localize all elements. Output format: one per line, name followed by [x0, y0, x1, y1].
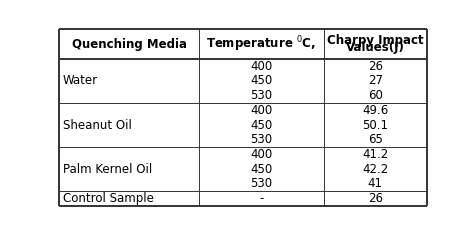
Text: 41: 41: [368, 178, 383, 190]
Text: 26: 26: [368, 60, 383, 73]
Text: 450: 450: [250, 75, 273, 87]
Text: 50.1: 50.1: [362, 119, 388, 132]
Text: 530: 530: [250, 89, 273, 102]
Text: 42.2: 42.2: [362, 163, 388, 176]
Text: Sheanut Oil: Sheanut Oil: [63, 119, 132, 132]
Text: 27: 27: [368, 75, 383, 87]
Text: 400: 400: [250, 148, 273, 161]
Text: 26: 26: [368, 192, 383, 205]
Text: 400: 400: [250, 104, 273, 117]
Text: 60: 60: [368, 89, 383, 102]
Text: 41.2: 41.2: [362, 148, 388, 161]
Text: Temperature $^0$C,: Temperature $^0$C,: [206, 34, 316, 54]
Text: 530: 530: [250, 178, 273, 190]
Text: 65: 65: [368, 133, 383, 146]
Text: Values(J): Values(J): [346, 41, 405, 55]
Text: 450: 450: [250, 119, 273, 132]
Text: -: -: [259, 192, 264, 205]
Text: Charpy Impact: Charpy Impact: [327, 34, 423, 47]
Text: 530: 530: [250, 133, 273, 146]
Text: 450: 450: [250, 163, 273, 176]
Text: Control Sample: Control Sample: [63, 192, 154, 205]
Text: Water: Water: [63, 75, 98, 87]
Text: 400: 400: [250, 60, 273, 73]
Text: 49.6: 49.6: [362, 104, 388, 117]
Text: Quenching Media: Quenching Media: [72, 38, 187, 51]
Text: Palm Kernel Oil: Palm Kernel Oil: [63, 163, 152, 176]
